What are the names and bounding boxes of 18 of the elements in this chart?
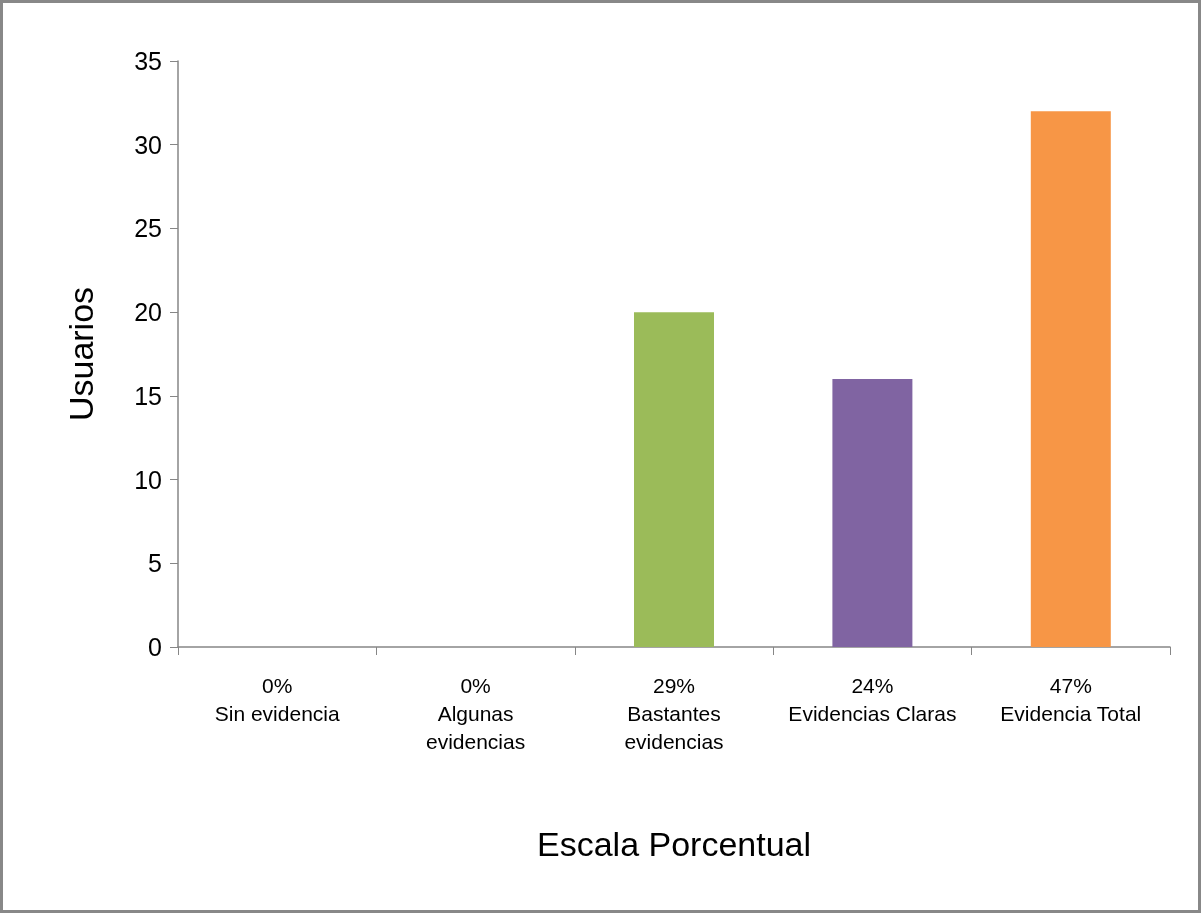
x-tick-label: 24% Evidencias Claras xyxy=(788,673,957,725)
y-tick-label: 25 xyxy=(134,214,162,243)
y-axis-title: Usuarios xyxy=(62,286,100,422)
y-tick-label: 10 xyxy=(134,465,162,494)
y-tick-label: 20 xyxy=(134,298,162,327)
bar xyxy=(832,379,913,647)
x-tick-label: 0% Sin evidencia xyxy=(214,673,340,725)
x-axis-title: Escala Porcentual xyxy=(536,825,812,863)
bar xyxy=(634,312,714,647)
y-tick-label: 5 xyxy=(148,549,162,578)
bar xyxy=(1030,111,1111,647)
y-tick-label: 0 xyxy=(148,633,162,661)
x-tick-label: 29% Bastantes evidencias xyxy=(624,673,724,753)
x-tick-label: 47% Evidencia Total xyxy=(1000,673,1142,725)
y-tick-label: 15 xyxy=(134,381,162,410)
y-tick-label: 30 xyxy=(134,130,162,159)
y-tick-label: 35 xyxy=(134,47,162,75)
x-tick-label: 0% Algunas evidencias xyxy=(425,673,526,753)
